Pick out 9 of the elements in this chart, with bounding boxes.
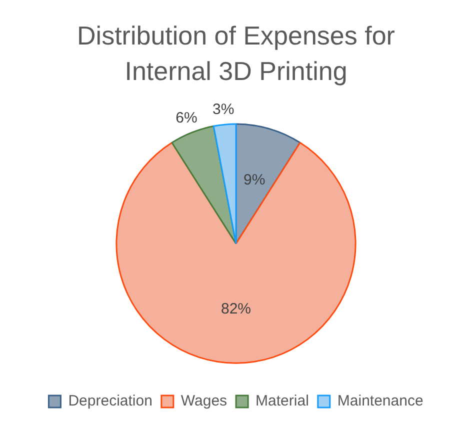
data-label: 6% [176,110,198,127]
data-label: 9% [244,172,266,189]
legend-label: Wages [180,392,228,410]
data-label: 82% [220,300,252,318]
legend-label: Material [256,392,309,410]
data-label: 3% [212,100,234,118]
legend-label: Depreciation [68,392,152,410]
legend-label: Maintenance [337,392,424,410]
chart-title: Distribution of Expenses for Internal 3D Printing [77,20,396,86]
